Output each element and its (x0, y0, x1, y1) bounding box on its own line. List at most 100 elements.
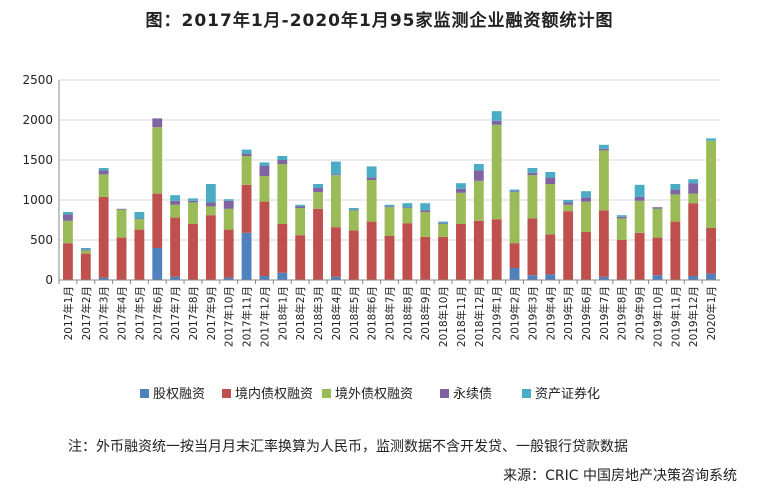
bar-segment (152, 127, 163, 194)
bar-segment (205, 206, 216, 216)
bar-segment (670, 221, 681, 280)
bar-segment (313, 184, 323, 188)
bar-segment (98, 168, 109, 171)
bar-segment (170, 217, 181, 277)
bar-segment (706, 138, 716, 141)
bar-segment (456, 224, 466, 280)
x-tick-label: 2017年8月 (187, 286, 200, 340)
bar-segment (545, 234, 556, 275)
bar-segment (295, 235, 306, 280)
bar-segment (509, 243, 520, 268)
bar-segment (80, 253, 91, 280)
bar-segment (80, 249, 91, 251)
x-tick-label: 2017年12月 (258, 286, 271, 347)
bar-segment (706, 228, 716, 274)
bar-segment (706, 140, 716, 228)
bar-segment (98, 170, 109, 175)
x-tick-label: 2018年10月 (437, 286, 450, 347)
bar-segment (652, 208, 663, 238)
bar-segment (509, 189, 520, 192)
bar-segment (241, 156, 252, 185)
bar-segment (384, 204, 395, 207)
bar-segment (63, 214, 73, 221)
bar-segment (598, 144, 609, 149)
bar-segment (581, 201, 591, 232)
bar-segment (330, 161, 341, 175)
bar-segment (670, 189, 681, 195)
bar-segment (170, 276, 181, 280)
bar-segment (259, 276, 270, 280)
x-tick-label: 2019年6月 (580, 286, 593, 340)
y-tick-label: 1500 (22, 153, 53, 167)
source-credit: 来源：CRIC 中国房地产决策咨询系统 (503, 468, 737, 484)
bar-segment (259, 165, 270, 176)
bar-segment (348, 230, 359, 280)
bar-segment (688, 203, 699, 276)
legend: 股权融资 境内债权融资 境外债权融资 永续债 资产证券化 (140, 386, 600, 402)
bar-segment (545, 184, 556, 235)
bar-segment (616, 215, 627, 217)
bar-segment (63, 220, 73, 244)
bar-segment (348, 210, 359, 231)
bar-segment (63, 243, 73, 280)
bar-segment (581, 197, 591, 202)
bar-segment (527, 168, 538, 173)
bar-segment (152, 118, 163, 128)
bar-segment (134, 219, 145, 230)
bar-segment (563, 202, 574, 205)
bar-segment (527, 275, 538, 280)
bar-segment (188, 198, 198, 201)
legend-swatch (222, 389, 231, 398)
bar-segment (402, 207, 413, 208)
x-tick-label: 2017年2月 (80, 286, 93, 340)
legend-swatch (322, 389, 331, 398)
bar-segment (170, 204, 181, 218)
bar-segment (366, 177, 377, 180)
x-tick-label: 2019年3月 (526, 286, 539, 340)
bar-segment (330, 227, 341, 277)
x-tick-label: 2018年5月 (348, 286, 361, 340)
bar-segment (295, 208, 306, 236)
x-tick-label: 2017年7月 (169, 286, 182, 340)
bar-segment (420, 212, 431, 237)
bar-segment (545, 177, 556, 184)
x-tick-label: 2018年11月 (455, 286, 468, 347)
legend-swatch (140, 389, 149, 398)
axes: 0 500 1000 1500 2000 2500 2017年1月 2017年2月 2017年3… (22, 73, 720, 347)
bar-segment (456, 188, 466, 193)
x-tick-label: 2019年8月 (616, 286, 629, 340)
x-tick-label: 2020年1月 (705, 286, 718, 340)
bar-segment (545, 172, 556, 178)
bar-segment (384, 207, 395, 236)
bar-segment (152, 248, 163, 280)
bar-segment (598, 210, 609, 277)
bar-segment (98, 174, 109, 197)
bar-segment (277, 160, 288, 164)
bar-segment (563, 200, 574, 203)
bar-segment (473, 180, 484, 221)
x-tick-label: 2018年7月 (384, 286, 397, 340)
bar-segment (223, 199, 234, 201)
footnote: 注：外币融资统一按当月月末汇率换算为人民币，监测数据不含开发贷、一般银行贷款数据 (68, 439, 628, 455)
x-tick-label: 2017年1月 (62, 286, 75, 340)
bar-segment (563, 204, 574, 212)
bar-segment (438, 221, 449, 224)
bar-segment (313, 188, 323, 192)
bar-segment (170, 195, 181, 201)
bar-segment (116, 208, 127, 210)
bar-segment (277, 272, 288, 280)
x-tick-label: 2019年4月 (544, 286, 557, 340)
bar-segment (438, 224, 449, 237)
x-tick-label: 2017年5月 (133, 286, 146, 340)
x-tick-label: 2019年9月 (634, 286, 647, 340)
bar-segment (616, 216, 627, 219)
x-tick-label: 2017年11月 (241, 286, 254, 347)
bar-segment (223, 229, 234, 278)
bar-segment (634, 200, 645, 233)
bar-segment (652, 207, 663, 209)
x-tick-label: 2018年2月 (294, 286, 307, 340)
chart-title: 图：2017年1月-2020年1月95家监测企业融资额统计图 (145, 11, 614, 31)
bar-segment (456, 183, 466, 189)
bar-segment (116, 209, 127, 238)
x-tick-label: 2018年8月 (401, 286, 414, 340)
